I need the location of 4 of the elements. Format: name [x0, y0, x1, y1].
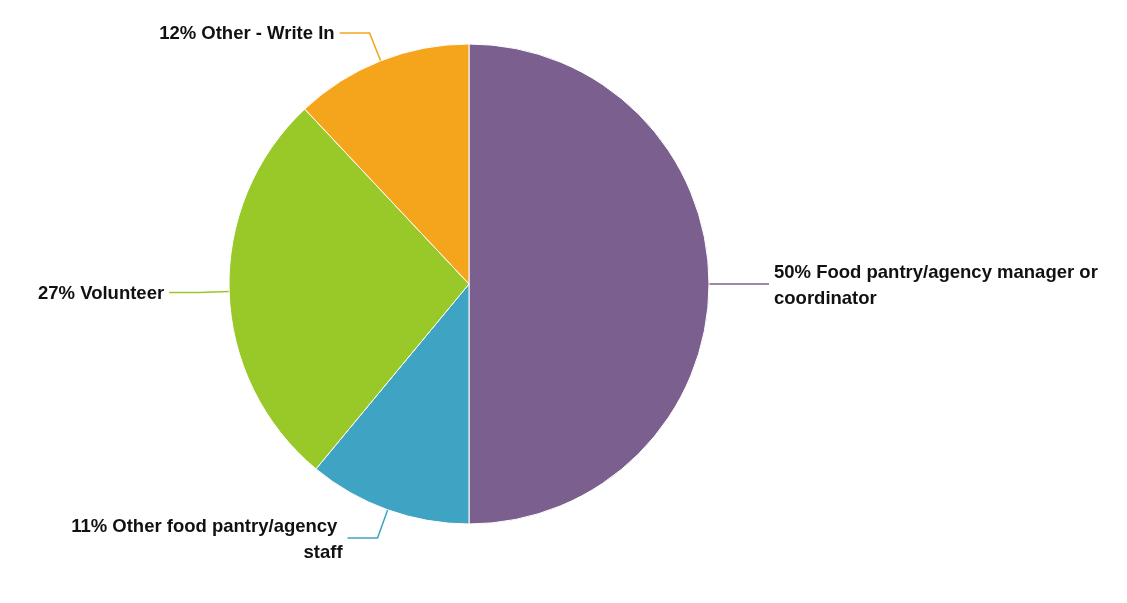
slice-label: 27% Volunteer	[38, 281, 165, 303]
slice-label: 11% Other food pantry/agency staff	[71, 514, 344, 562]
slice-label: 50% Food pantry/agency manager or coordinator	[774, 260, 1103, 308]
slice-label: 12% Other - Write In	[159, 22, 335, 44]
